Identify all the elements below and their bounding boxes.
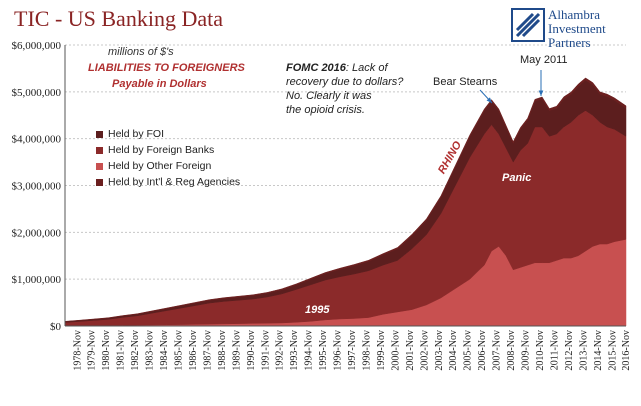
x-tick-label: 1998-Nov xyxy=(361,330,372,371)
axes xyxy=(64,45,626,327)
legend-item-other-foreign: Held by Other Foreign xyxy=(96,158,240,174)
page-title: TIC - US Banking Data xyxy=(14,6,223,31)
x-tick-label: 2006-Nov xyxy=(477,330,488,371)
x-tick-label: 2008-Nov xyxy=(506,330,517,371)
brand-logo-icon xyxy=(511,8,545,42)
x-tick-labels: 1978-Nov 1979-Nov 1980-Nov 1981-Nov 1982-Nov… xyxy=(72,330,632,371)
x-tick-label: 2016-Nov xyxy=(621,330,632,371)
x-tick-label: 2000-Nov xyxy=(390,330,401,371)
x-tick-label: 1982-Nov xyxy=(130,330,141,371)
fomc-bold: FOMC 2016 xyxy=(286,62,346,74)
legend-item-intl-agencies: Held by Int'l & Reg Agencies xyxy=(96,174,240,190)
y-tick-label: $4,000,000 xyxy=(12,134,62,146)
legend-label-foreign-banks: Held by Foreign Banks xyxy=(108,144,215,156)
y-tick-label: $0 xyxy=(50,321,62,333)
x-tick-label: 1987-Nov xyxy=(202,330,213,371)
x-tick-label: 1991-Nov xyxy=(260,330,271,371)
x-tick-label: 2015-Nov xyxy=(607,330,618,371)
liabilities-note: LIABILITIES TO FOREIGNERS xyxy=(88,62,245,74)
fomc-note: FOMC 2016: Lack of xyxy=(286,62,388,74)
x-tick-label: 2004-Nov xyxy=(448,330,459,371)
y-tick-label: $5,000,000 xyxy=(12,87,62,99)
may-2011-arrow-head xyxy=(538,90,544,96)
x-tick-label: 1990-Nov xyxy=(246,330,257,371)
x-tick-label: 1997-Nov xyxy=(347,330,358,371)
x-tick-label: 2013-Nov xyxy=(578,330,589,371)
brand-line-3: Partners xyxy=(548,35,591,50)
legend-label-intl-agencies: Held by Int'l & Reg Agencies xyxy=(108,176,241,188)
x-tick-label: 1986-Nov xyxy=(188,330,199,371)
x-tick-label: 1989-Nov xyxy=(231,330,242,371)
x-tick-label: 2010-Nov xyxy=(535,330,546,371)
label-1995: 1995 xyxy=(305,304,330,316)
bear-stearns-arrow-head xyxy=(486,97,492,103)
x-tick-label: 1978-Nov xyxy=(72,330,83,371)
panic-label: Panic xyxy=(502,172,532,184)
x-tick-label: 1980-Nov xyxy=(101,330,112,371)
annotation-arrows xyxy=(479,70,544,104)
x-tick-label: 2003-Nov xyxy=(434,330,445,371)
fomc-line-1: recovery due to dollars? xyxy=(286,76,404,88)
units-note: millions of $'s xyxy=(108,46,174,58)
x-tick-label: 1993-Nov xyxy=(289,330,300,371)
legend-swatch-other-foreign xyxy=(96,162,103,170)
brand-name: Alhambra Investment Partners xyxy=(548,8,606,50)
area-series-3 xyxy=(64,77,627,322)
x-tick-label: 2007-Nov xyxy=(492,330,503,371)
legend-item-foreign-banks: Held by Foreign Banks xyxy=(96,142,240,158)
y-tick-labels: $0 $1,000,000 $2,000,000 $3,000,000 $4,000,0… xyxy=(12,40,62,333)
x-tick-label: 1979-Nov xyxy=(87,330,98,371)
x-tick-label: 1992-Nov xyxy=(275,330,286,371)
x-tick-label: 1994-Nov xyxy=(304,330,315,371)
legend-label-other-foreign: Held by Other Foreign xyxy=(108,160,212,172)
legend-item-foi: Held by FOI xyxy=(96,126,240,142)
x-tick-label: 1984-Nov xyxy=(159,330,170,371)
legend-swatch-intl-agencies xyxy=(96,178,103,186)
x-tick-label: 1981-Nov xyxy=(116,330,127,371)
y-tick-label: $6,000,000 xyxy=(12,40,62,52)
payable-note: Payable in Dollars xyxy=(112,78,207,90)
x-tick-label: 1988-Nov xyxy=(217,330,228,371)
y-tick-label: $2,000,000 xyxy=(12,227,62,239)
brand-line-2: Investment xyxy=(548,21,606,36)
x-tick-label: 1996-Nov xyxy=(333,330,344,371)
y-tick-label: $1,000,000 xyxy=(12,274,62,286)
bear-stearns-label: Bear Stearns xyxy=(433,76,498,88)
x-tick-label: 1985-Nov xyxy=(174,330,185,371)
fomc-rest: : Lack of xyxy=(345,62,388,74)
x-tick-label: 2012-Nov xyxy=(564,330,575,371)
x-tick-label: 2009-Nov xyxy=(521,330,532,371)
x-tick-label: 1999-Nov xyxy=(376,330,387,371)
x-tick-label: 2001-Nov xyxy=(405,330,416,371)
legend-swatch-foi xyxy=(96,130,103,138)
may-2011-label: May 2011 xyxy=(520,54,568,66)
x-tick-label: 1983-Nov xyxy=(145,330,156,371)
x-tick-label: 2011-Nov xyxy=(549,330,560,370)
brand-line-1: Alhambra xyxy=(548,7,600,22)
x-tick-label: 2005-Nov xyxy=(463,330,474,371)
x-tick-label: 1995-Nov xyxy=(318,330,329,371)
chart-legend: Held by FOI Held by Foreign Banks Held b… xyxy=(96,126,240,190)
x-tick-label: 2002-Nov xyxy=(419,330,430,371)
legend-swatch-foreign-banks xyxy=(96,146,103,154)
fomc-line-3: the opioid crisis. xyxy=(286,104,365,116)
x-tick-label: 2014-Nov xyxy=(593,330,604,371)
legend-label-foi: Held by FOI xyxy=(108,128,165,140)
y-tick-label: $3,000,000 xyxy=(12,181,62,193)
fomc-line-2: No. Clearly it was xyxy=(286,90,372,102)
